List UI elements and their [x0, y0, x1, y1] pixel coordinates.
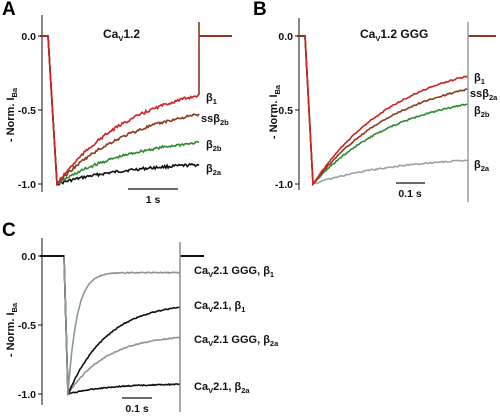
- panel-a-ytick-label-0: 0.0: [21, 31, 36, 43]
- panel-a-label-beta1: β1: [206, 92, 217, 106]
- panel-a-title: CaV1.2: [103, 27, 140, 43]
- trace-c-w1: [40, 255, 181, 395]
- panel-letter-b: B: [253, 0, 267, 20]
- panel-c-ylabel: - Norm. IBa: [5, 302, 19, 357]
- panel-c-label-ggg-beta2a: CaV2.1 GGG, β2a: [194, 334, 279, 348]
- panel-c-ytick-label-1: -0.5: [18, 320, 36, 332]
- panel-b-label-beta1: β1: [474, 72, 485, 86]
- panel-b-title: CaV1.2 GGG: [360, 27, 428, 43]
- trace-b-beta2a: [297, 35, 469, 186]
- trace-b-beta1: [297, 35, 469, 186]
- panel-a-ytick-label-2: -1.0: [18, 179, 36, 191]
- trace-c-w2a: [40, 255, 181, 396]
- panel-b-ytick-label-1: -0.5: [275, 105, 293, 117]
- panel-b-ytick-label-0: 0.0: [278, 31, 293, 43]
- panel-a-scale-label: 1 s: [146, 194, 161, 206]
- panel-a-ytick-label-1: -0.5: [18, 105, 36, 117]
- trace-a-beta2a: [40, 35, 200, 186]
- panel-letter-a: A: [2, 0, 16, 20]
- panel-b-traces: [297, 22, 496, 202]
- panel-b-ylabel: - Norm. IBa: [268, 84, 282, 139]
- panel-a: A CaV1.2 - Norm. IBa 0.0 -0.5 -1.0 1 s β…: [2, 0, 232, 206]
- panel-letter-c: C: [2, 220, 16, 241]
- panel-b-label-ss: ssβ2a: [470, 88, 498, 102]
- trace-b-ss: [297, 35, 469, 187]
- panel-c-ytick-label-0: 0.0: [21, 251, 36, 263]
- panel-c-traces: [40, 242, 204, 412]
- trace-a-beta2b: [40, 35, 200, 187]
- trace-a-beta1: [40, 35, 200, 186]
- trace-b-beta2b: [297, 35, 469, 187]
- panel-b: B CaV1.2 GGG - Norm. IBa 0.0 -0.5 -1.0 0…: [253, 0, 498, 202]
- panel-b-label-beta2a: β2a: [474, 159, 490, 173]
- trace-c-g2a: [40, 255, 181, 397]
- trace-c-g1: [40, 255, 181, 395]
- panel-a-label-beta2b: β2b: [206, 139, 222, 153]
- panel-b-ytick-label-2: -1.0: [275, 179, 293, 191]
- panel-c-label-wt-beta2a: CaV2.1, β2a: [194, 381, 250, 395]
- panel-a-label-beta2a: β2a: [206, 163, 222, 177]
- trace-a-ss: [40, 35, 200, 187]
- panel-b-label-beta2b: β2b: [474, 105, 490, 119]
- panel-c-label-wt-beta1: CaV2.1, β1: [194, 300, 245, 314]
- panel-c-scale-label: 0.1 s: [125, 403, 149, 415]
- panel-a-ylabel: - Norm. IBa: [5, 87, 19, 142]
- panel-a-traces: [40, 22, 232, 187]
- panel-a-label-ss: ssβ2b: [201, 113, 229, 127]
- panel-c: C - Norm. IBa 0.0 -0.5 -1.0 0.1 s CaV2.1…: [2, 220, 279, 415]
- panel-b-scale-label: 0.1 s: [398, 188, 422, 200]
- panel-c-label-ggg-beta1: CaV2.1 GGG, β1: [194, 265, 274, 279]
- panel-c-ytick-label-2: -1.0: [18, 389, 36, 401]
